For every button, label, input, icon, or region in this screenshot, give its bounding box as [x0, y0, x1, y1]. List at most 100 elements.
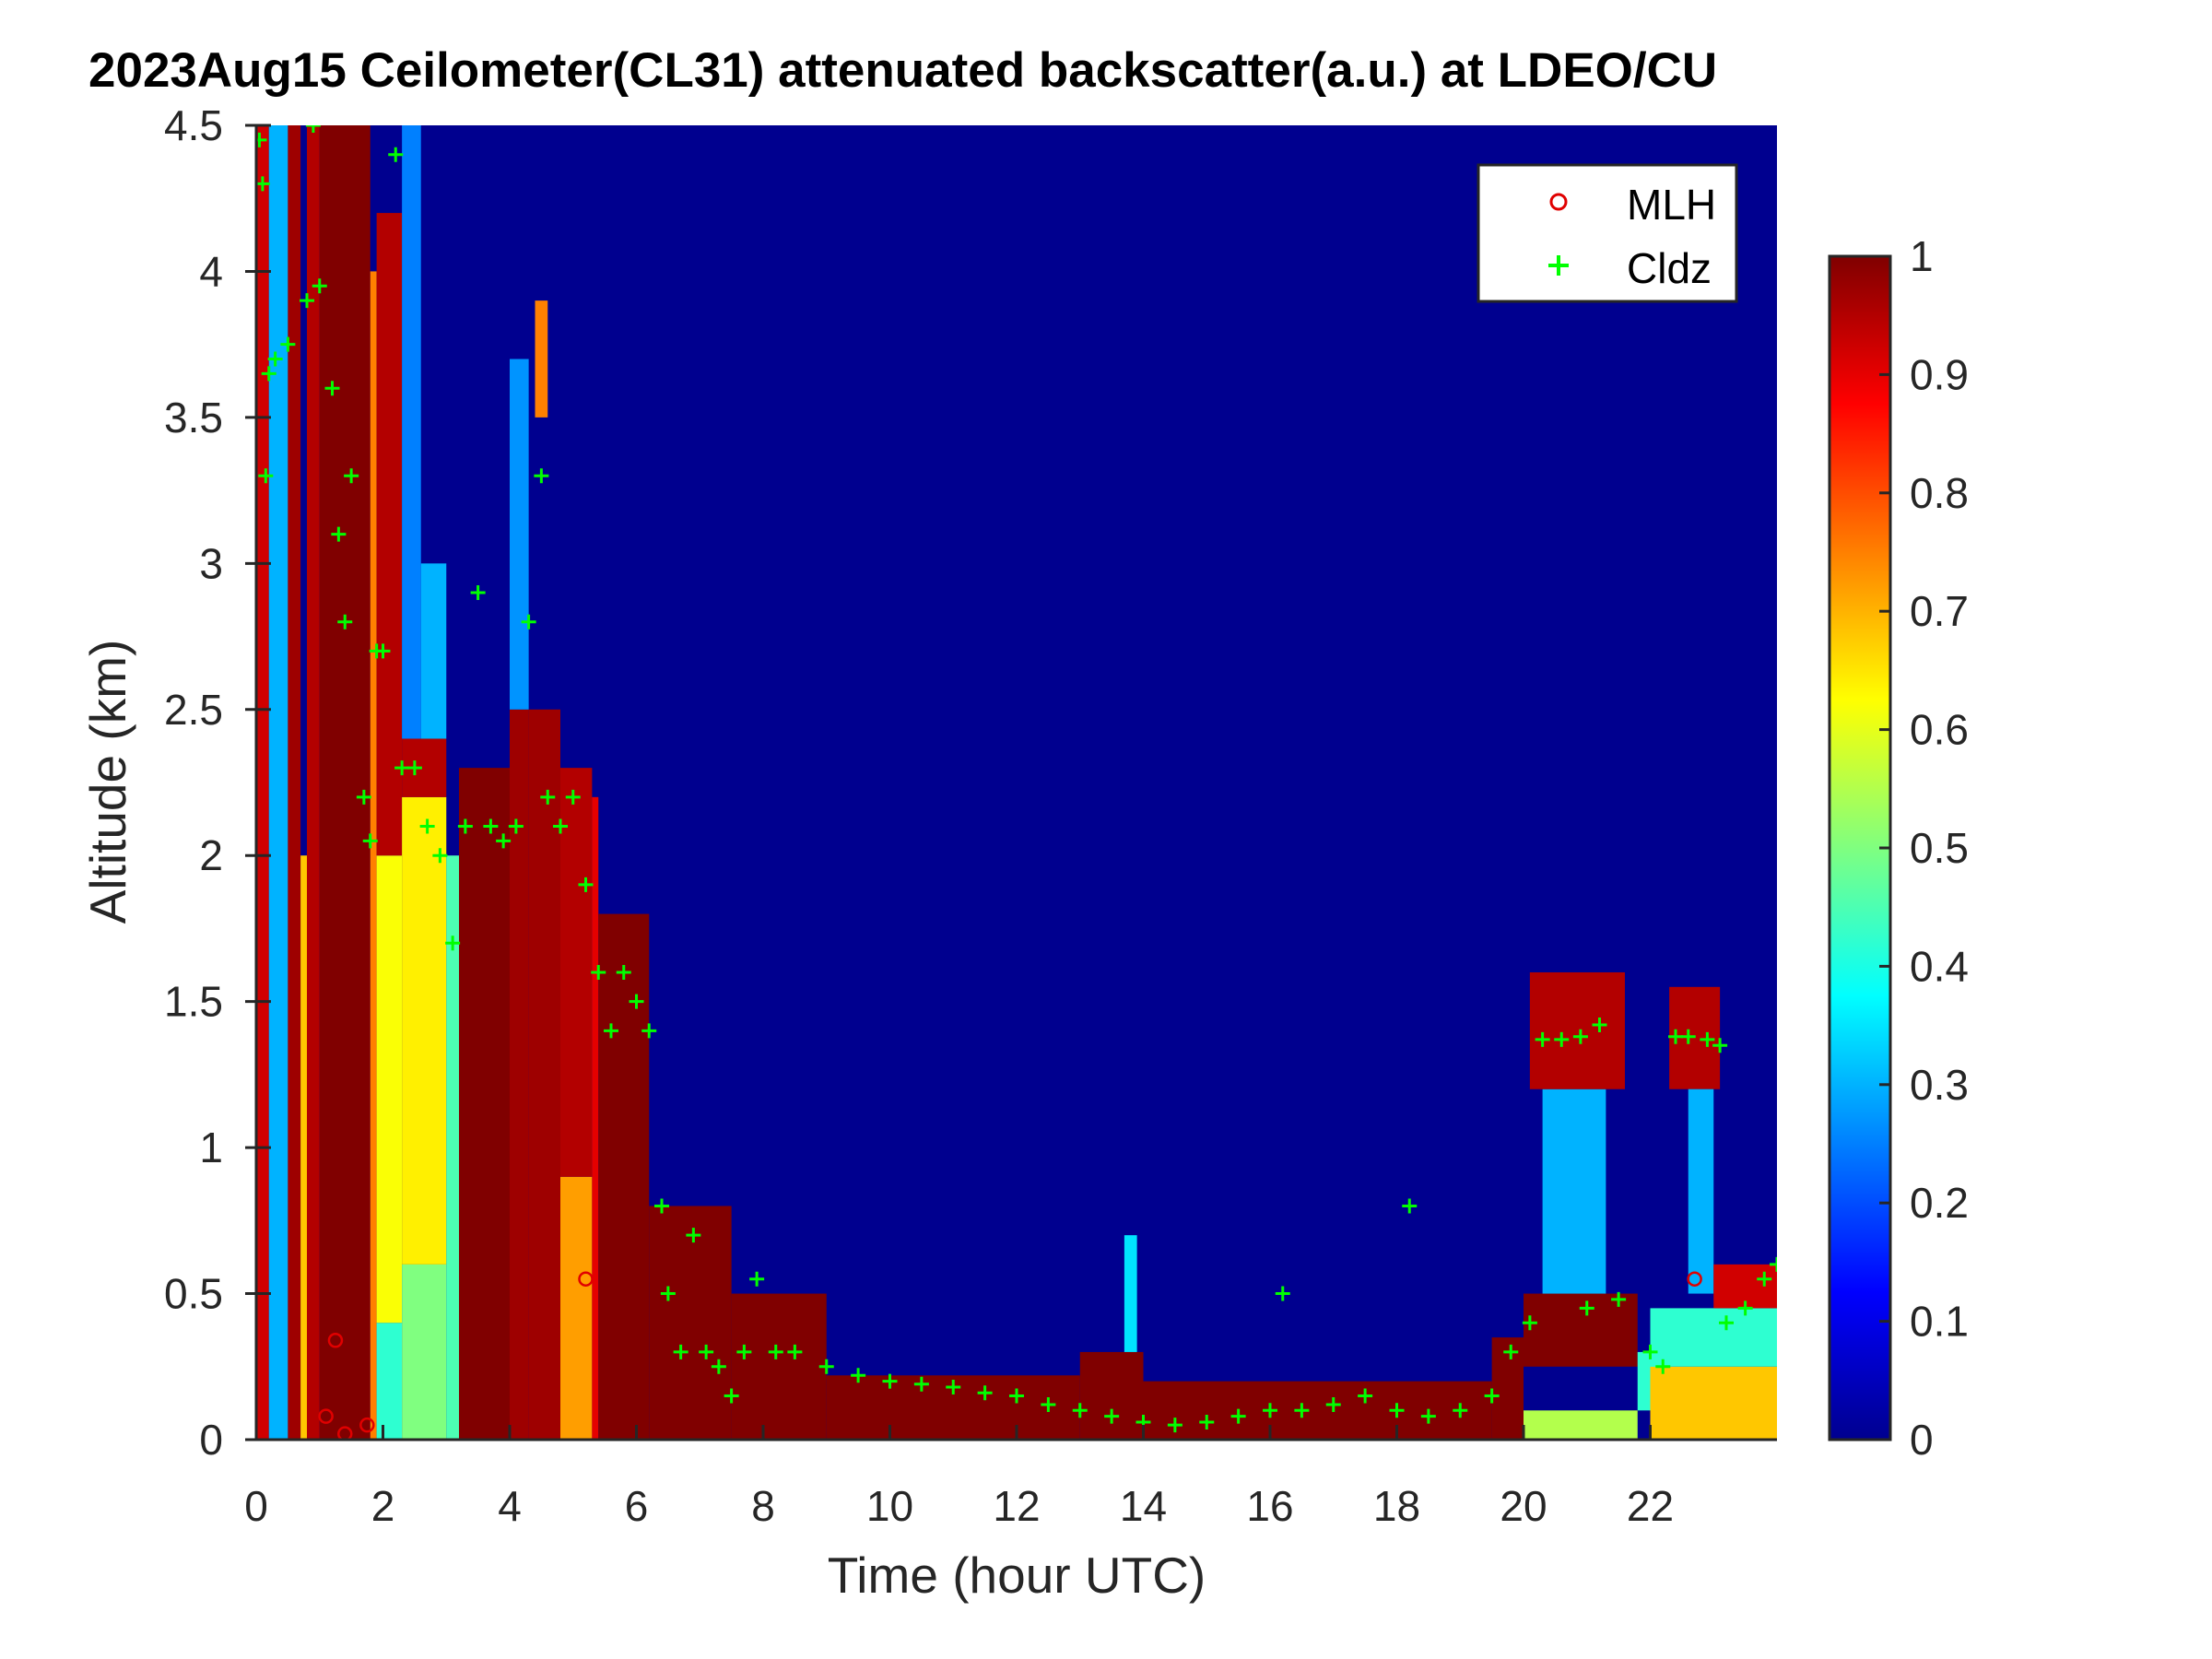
backscatter-cell — [1124, 1235, 1137, 1352]
cldz-point — [654, 1198, 669, 1214]
colorbar-tick-label: 0.4 — [1910, 942, 1969, 990]
cldz-point — [258, 468, 274, 484]
backscatter-cell — [1542, 1088, 1606, 1294]
cldz-point — [565, 789, 581, 805]
cldz-point — [686, 1228, 701, 1243]
cldz-point — [768, 1344, 783, 1359]
cldz-point — [1294, 1403, 1310, 1418]
colorbar-tick-label: 0.3 — [1910, 1061, 1969, 1109]
backscatter-cell — [420, 563, 447, 739]
cldz-point — [1453, 1403, 1468, 1418]
backscatter-cell — [402, 796, 447, 1265]
cldz-point — [946, 1379, 961, 1394]
chart-title: 2023Aug15 Ceilometer(CL31) attenuated ba… — [88, 43, 1717, 98]
cldz-point — [1572, 1029, 1588, 1044]
cldz-point — [591, 964, 606, 980]
backscatter-cell — [1524, 1293, 1638, 1367]
cldz-point — [470, 585, 486, 601]
cldz-point — [256, 132, 267, 147]
backscatter-cell — [319, 125, 371, 1440]
cldz-point — [1611, 1291, 1627, 1307]
backscatter-cell — [446, 855, 459, 1440]
x-tick-label: 20 — [1500, 1482, 1547, 1530]
backscatter-cell — [1143, 1381, 1492, 1440]
cldz-point — [882, 1373, 898, 1389]
cldz-point — [1484, 1388, 1500, 1404]
cldz-point — [553, 818, 568, 834]
backscatter-cell — [535, 300, 548, 418]
cldz-point — [312, 278, 327, 294]
cldz-point — [711, 1359, 726, 1374]
cldz-point — [1680, 1029, 1696, 1044]
axes: 0 2 4 6 8 10 12 14 16 18 20 22 0 0.5 1 1.5 2 2.5 3 3.5 4 4.5 — [164, 101, 1777, 1530]
backscatter-cell — [402, 1264, 447, 1440]
cldz-point — [508, 818, 524, 834]
x-tick-label: 8 — [751, 1482, 775, 1530]
colorbar-tick-label: 0.1 — [1910, 1298, 1969, 1346]
colorbar-tick-label: 0.7 — [1910, 587, 1969, 635]
cldz-point — [1263, 1403, 1277, 1418]
colorbar-tick-label: 0.5 — [1910, 824, 1969, 872]
cldz-point — [1104, 1408, 1120, 1424]
cldz-point — [1668, 1029, 1683, 1044]
legend: MLH Cldz — [1477, 163, 1738, 303]
cldz-point — [1757, 1271, 1772, 1287]
cldz-point — [1167, 1418, 1182, 1433]
backscatter-cell — [560, 768, 593, 1177]
cldz-point — [1522, 1315, 1537, 1331]
legend-cldz-marker — [1548, 255, 1569, 276]
cldz-point — [1358, 1388, 1373, 1404]
marker-layer — [256, 125, 1777, 1440]
legend-mlh-label: MLH — [1627, 181, 1716, 229]
backscatter-cell — [510, 709, 529, 1440]
x-tick-label: 18 — [1373, 1482, 1420, 1530]
cldz-point — [1325, 1396, 1341, 1412]
cldz-point — [337, 614, 353, 629]
cldz-point — [540, 789, 556, 805]
colorbar-gradient — [1828, 254, 1892, 1441]
backscatter-cell — [649, 1206, 732, 1440]
cldz-point — [699, 1344, 714, 1359]
colorbar-tick-label: 1 — [1910, 232, 1934, 280]
x-tick-label: 10 — [866, 1482, 913, 1530]
mlh-point — [359, 1417, 375, 1433]
backscatter-cell — [256, 125, 269, 1440]
backscatter-cell — [1524, 1410, 1638, 1440]
backscatter-cell — [288, 125, 301, 1440]
y-tick-label: 2.5 — [164, 686, 223, 734]
cldz-point — [280, 336, 296, 352]
x-tick-label: 14 — [1120, 1482, 1167, 1530]
mlh-point — [327, 1333, 344, 1348]
legend-cldz-label: Cldz — [1627, 244, 1712, 292]
cldz-point — [818, 1359, 834, 1374]
y-tick-label: 4 — [199, 247, 223, 295]
cldz-point — [604, 1023, 618, 1039]
cldz-point — [1230, 1408, 1246, 1424]
cldz-point — [1503, 1344, 1519, 1359]
backscatter-cell — [370, 271, 377, 1440]
cldz-point — [356, 789, 371, 805]
backscatter-cell — [402, 125, 421, 739]
cldz-point — [641, 1023, 657, 1039]
backscatter-cell — [560, 1176, 593, 1440]
backscatter-cell — [307, 125, 320, 1440]
cldz-point — [1737, 1300, 1753, 1316]
x-tick-label: 16 — [1246, 1482, 1293, 1530]
backscatter-cell — [1079, 1351, 1144, 1440]
cldz-point — [1275, 1286, 1290, 1301]
x-tick-label: 2 — [371, 1482, 395, 1530]
cldz-point — [977, 1385, 993, 1401]
cldz-point — [483, 818, 499, 834]
cldz-point — [851, 1368, 866, 1383]
backscatter-cell — [268, 125, 288, 1440]
cldz-point — [673, 1344, 688, 1359]
backscatter-cell — [300, 855, 307, 1440]
cldz-point — [388, 147, 404, 162]
cldz-point — [324, 381, 340, 396]
y-tick-label: 3 — [199, 539, 223, 587]
backscatter-cell — [376, 1323, 403, 1440]
backscatter-cell — [376, 855, 403, 1324]
x-tick-label: 6 — [625, 1482, 649, 1530]
mlh-point — [578, 1271, 594, 1287]
backscatter-cell — [1491, 1337, 1524, 1440]
